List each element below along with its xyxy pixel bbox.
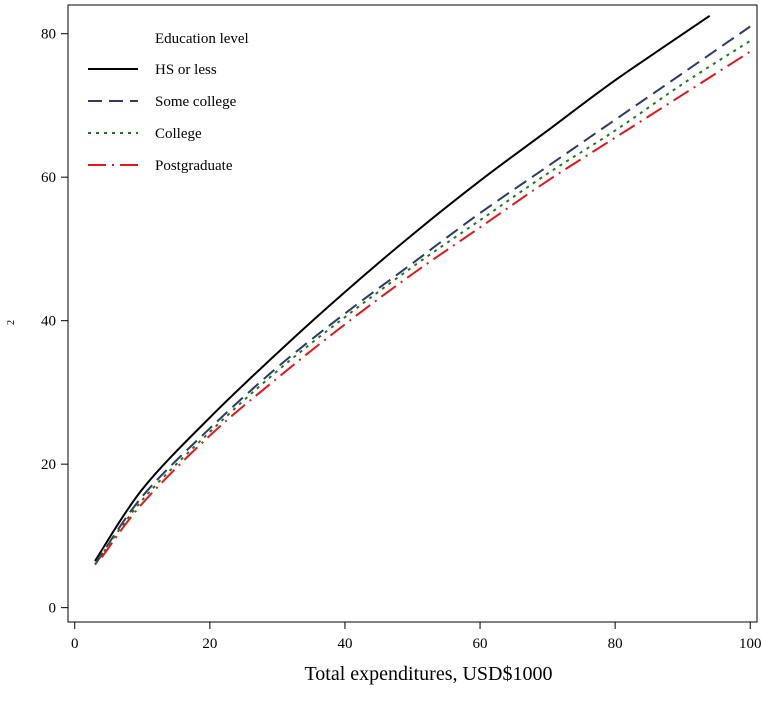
series-layer (94, 14, 751, 566)
y-axis-label: 2 (6, 320, 17, 325)
axes: 0 20 40 60 80 100 0 20 40 60 80 (41, 4, 761, 652)
x-tick-label: 60 (473, 636, 488, 652)
series-line-1 (94, 14, 711, 562)
plot-frame (67, 4, 758, 623)
x-tick-label: 100 (739, 636, 761, 652)
x-tick-label: 20 (202, 636, 217, 652)
y-tick-label: 20 (41, 457, 56, 473)
y-tick-label: 0 (49, 601, 57, 617)
legend: Education level HS or less Some college Col… (88, 31, 249, 174)
y-tick-label: 80 (41, 27, 56, 43)
y-tick-label: 40 (41, 314, 56, 330)
legend-entry-label: Some college (155, 94, 237, 110)
legend-entry-label: HS or less (155, 62, 217, 78)
legend-entry-label: College (155, 126, 202, 142)
x-tick-label: 80 (608, 636, 623, 652)
x-tick-label: 40 (337, 636, 352, 652)
legend-title: Education level (155, 31, 249, 47)
series-line-2 (94, 25, 751, 566)
x-tick-label: 0 (71, 636, 79, 652)
x-axis-label: Total expenditures, USD$1000 (304, 663, 552, 685)
legend-entry-label: Postgraduate (155, 158, 233, 174)
y-tick-label: 60 (41, 170, 56, 186)
series-line-4 (101, 50, 751, 559)
series-line-3 (94, 40, 751, 566)
